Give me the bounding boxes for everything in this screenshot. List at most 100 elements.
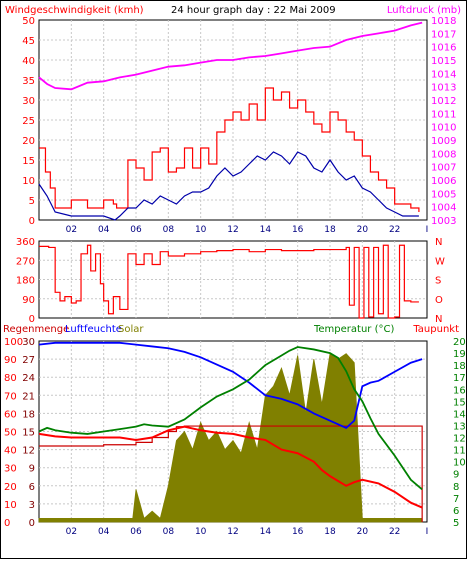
hour-tick-label: 14 [260,527,272,537]
hour-tick-label: 06 [130,527,142,537]
direction-axis-tick: 180 [16,276,35,287]
hour-tick-label: 12 [227,527,238,537]
temperature-axis-tick: 7 [453,494,459,505]
temperature-axis-tick: 17 [453,373,466,384]
pressure-axis-tick: 1008 [431,149,456,160]
hour-tick-label: 04 [98,225,110,235]
hour-tick-label: 14 [260,225,272,235]
compass-axis-tick: W [435,256,445,267]
temperature-axis-tick: 18 [453,361,466,372]
rain-axis-title: Regenmenge [3,324,69,335]
series-pressure [38,21,423,91]
temperature-axis-tick: 14 [453,409,466,420]
compass-axis-tick: N [435,314,442,325]
hour-tick-label: 02 [66,527,77,537]
pressure-axis-tick: 1017 [431,29,456,40]
rain-axis-tick: 0 [29,518,35,529]
humidity-axis-tick: 20 [4,482,17,493]
hour-tick-label: 08 [163,527,175,537]
temperature-axis-tick: 9 [453,470,459,481]
rain-axis-tick: 24 [22,373,35,384]
series-rain [39,425,423,522]
solar-axis-title: Solar [118,324,144,335]
pressure-axis-tick: 1009 [431,136,456,147]
rain-axis-tick: 30 [22,337,35,348]
rain-axis-tick: 3 [29,500,35,511]
temperature-axis-tick: 16 [453,385,466,396]
wind-axis-tick: 35 [22,76,35,87]
temperature-axis-tick: 12 [453,434,466,445]
humidity-axis-tick: 0 [4,518,10,529]
pressure-axis-tick: 1005 [431,189,456,200]
pressure-axis-tick: 1006 [431,176,456,187]
rain-axis-tick: 15 [22,428,35,439]
temperature-axis-tick: 6 [453,506,459,517]
rain-axis-tick: 6 [29,482,35,493]
temperature-axis-tick: 20 [453,337,466,348]
hour-tick-label: 18 [324,225,336,235]
series-direction [39,244,419,319]
hour-tick-label: 16 [292,527,304,537]
humidity-axis-tick: 70 [4,391,17,402]
hour-tick-label: 22 [389,527,400,537]
temperature-axis-tick: 8 [453,482,459,493]
wind-axis-tick: 50 [22,16,35,27]
hour-tick-label: 10 [195,527,207,537]
wind-axis-title: Windgeschwindigkeit (kmh) [5,5,144,16]
wind-axis-tick: 25 [22,116,35,127]
hour-tick-label: 08 [163,225,175,235]
temperature-axis-tick: 10 [453,458,466,469]
graph-title: 24 hour graph day : 22 Mai 2009 [171,5,336,16]
hour-tick-label: 12 [227,225,238,235]
hour-tick-label: 22 [389,225,400,235]
dewpoint-axis-title: Taupunkt [412,324,459,335]
wind-axis-tick: 45 [22,36,35,47]
series-humidity [38,341,423,429]
series-dewpoint [38,425,423,509]
pressure-axis-tick: 1004 [431,203,456,214]
rain-axis-tick: 12 [22,446,35,457]
wind-axis-tick: 0 [29,216,35,227]
direction-axis-tick: 270 [16,256,35,267]
pressure-axis-tick: 1007 [431,163,456,174]
compass-axis-tick: S [435,276,441,287]
wind-axis-tick: 15 [22,156,35,167]
compass-axis-tick: N [435,237,442,248]
pressure-axis-tick: 1013 [431,83,456,94]
pressure-axis-tick: 1012 [431,96,456,107]
humidity-axis-tick: 40 [4,446,17,457]
pressure-axis-tick: 1010 [431,123,456,134]
series-temperature [38,346,423,491]
hour-tick-label: 20 [357,527,369,537]
hour-tick-label: 04 [98,527,110,537]
rain-axis-tick: 9 [29,464,35,475]
hour-tick-label: 16 [292,225,304,235]
hour-tick-label: 20 [357,225,369,235]
pressure-axis-title: Luftdruck (mb) [387,5,461,16]
direction-axis-tick: 90 [22,295,35,306]
humidity-axis-tick: 90 [4,355,17,366]
humidity-axis-title: Luftfeuchte [65,324,122,335]
wind-axis-tick: 20 [22,136,35,147]
pressure-axis-tick: 1015 [431,56,456,67]
series-gust [39,87,420,212]
wind-axis-tick: 10 [22,176,35,187]
temperature-axis-tick: 19 [453,349,466,360]
humidity-axis-tick: 10 [4,500,17,511]
humidity-axis-tick: 100 [4,337,23,348]
temperature-axis-tick: 13 [453,421,466,432]
temperature-axis-tick: 11 [453,446,466,457]
direction-axis-tick: 0 [29,314,35,325]
hour-tick-label: 06 [130,225,142,235]
pressure-axis-tick: 1003 [431,216,456,227]
wind-axis-tick: 30 [22,96,35,107]
humidity-axis-tick: 80 [4,373,17,384]
pressure-axis-tick: 1016 [431,43,456,54]
pressure-axis-tick: 1018 [431,16,456,27]
pressure-axis-tick: 1014 [431,69,456,80]
humidity-axis-tick: 60 [4,409,17,420]
direction-axis-tick: 360 [16,237,35,248]
compass-axis-tick: O [435,295,443,306]
